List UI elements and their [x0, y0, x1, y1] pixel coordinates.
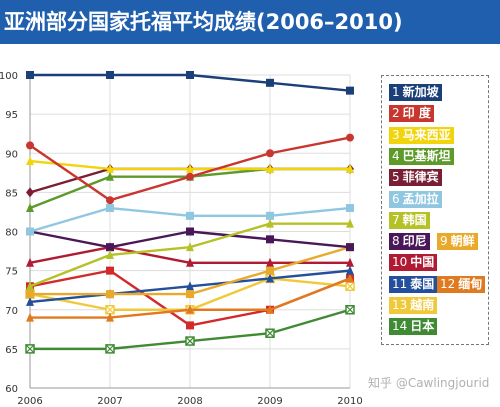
legend-label: 印 度 [403, 106, 431, 120]
legend-number: 11 [392, 277, 407, 291]
marker-square [186, 212, 194, 220]
legend-number: 3 [392, 128, 400, 142]
marker-square [106, 290, 114, 298]
legend-item: 14 日本 [389, 318, 437, 335]
marker-circle [26, 141, 34, 149]
marker-square [346, 87, 354, 95]
legend-item: 7 韩国 [389, 212, 430, 229]
y-tick-label: 90 [5, 149, 18, 160]
marker-square [26, 71, 34, 79]
legend-label: 菲律宾 [403, 170, 439, 184]
marker-circle [346, 134, 354, 142]
marker-square [186, 71, 194, 79]
legend-item: 9 朝鲜 [437, 233, 478, 250]
legend-number: 2 [392, 106, 400, 120]
legend-label: 朝鲜 [451, 234, 475, 248]
legend-number: 12 [440, 277, 455, 291]
title-banner: 亚洲部分国家托福平均成绩(2006–2010) [0, 0, 500, 44]
y-tick-label: 65 [5, 345, 18, 356]
legend-label: 泰国 [410, 277, 434, 291]
marker-square [186, 290, 194, 298]
x-tick-label: 2009 [257, 396, 282, 407]
legend-number: 7 [392, 213, 400, 227]
y-tick-label: 80 [5, 228, 18, 239]
marker-square [266, 79, 274, 87]
legend-number: 6 [392, 192, 400, 206]
legend-number: 13 [392, 298, 407, 312]
legend-number: 8 [392, 234, 400, 248]
marker-square [186, 228, 194, 236]
marker-square [266, 235, 274, 243]
marker-square [26, 290, 34, 298]
legend-label: 马来西亚 [403, 128, 451, 142]
legend-number: 9 [440, 234, 448, 248]
legend-label: 印尼 [403, 234, 427, 248]
marker-square [106, 267, 114, 275]
y-tick-label: 60 [5, 384, 18, 395]
legend-number: 5 [392, 170, 400, 184]
chart-title: 亚洲部分国家托福平均成绩(2006–2010) [4, 6, 403, 36]
legend-label: 日本 [410, 319, 434, 333]
y-tick-label: 95 [5, 110, 18, 121]
legend-item: 11 泰国 [389, 276, 437, 293]
y-tick-label: 85 [5, 188, 18, 199]
marker-square [26, 228, 34, 236]
x-tick-label: 2010 [337, 396, 362, 407]
marker-square [106, 243, 114, 251]
marker-circle [266, 149, 274, 157]
legend-item: 1 新加坡 [389, 84, 442, 101]
y-tick-label: 75 [5, 267, 18, 278]
marker-square [186, 321, 194, 329]
watermark: 知乎 @Cawlingjourid [368, 374, 489, 391]
legend-item: 12 缅甸 [437, 276, 485, 293]
marker-circle [186, 173, 194, 181]
x-tick-label: 2008 [177, 396, 202, 407]
legend-number: 10 [392, 255, 407, 269]
legend-item: 8 印尼 [389, 233, 430, 250]
legend-label: 越南 [410, 298, 434, 312]
y-tick-label: 70 [5, 306, 18, 317]
marker-square [266, 267, 274, 275]
legend-item: 10 中国 [389, 254, 437, 271]
legend-number: 1 [392, 85, 400, 99]
legend-item: 4 巴基斯坦 [389, 148, 454, 165]
legend-item: 3 马来西亚 [389, 127, 454, 144]
legend-label: 巴基斯坦 [403, 149, 451, 163]
marker-square [106, 71, 114, 79]
legend-item: 5 菲律宾 [389, 169, 442, 186]
marker-diamond [26, 187, 34, 197]
legend-label: 中国 [410, 255, 434, 269]
legend-label: 新加坡 [403, 85, 439, 99]
legend-number: 4 [392, 149, 400, 163]
y-tick-label: 100 [0, 71, 18, 82]
legend-label: 韩国 [403, 213, 427, 227]
legend: 1 新加坡 2 印 度 3 马来西亚 4 巴基斯坦 5 菲律宾 6 孟加拉 7 韩国 8 印尼 9 朝鲜 10 中国 1… [381, 75, 489, 345]
x-tick-label: 2006 [17, 396, 42, 407]
legend-label: 孟加拉 [403, 192, 439, 206]
marker-square [346, 204, 354, 212]
marker-circle [106, 196, 114, 204]
legend-number: 14 [392, 319, 407, 333]
x-tick-label: 2007 [97, 396, 122, 407]
legend-item: 6 孟加拉 [389, 191, 442, 208]
legend-item: 13 越南 [389, 297, 437, 314]
legend-label: 缅甸 [458, 277, 482, 291]
marker-square [346, 243, 354, 251]
legend-item: 2印 度 [389, 105, 434, 122]
marker-square [266, 212, 274, 220]
marker-square [106, 204, 114, 212]
